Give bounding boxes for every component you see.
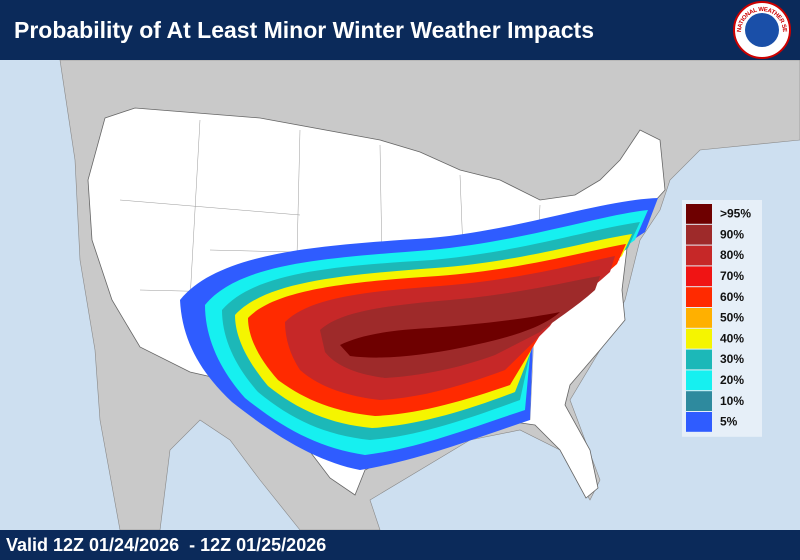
legend-label: 5%: [720, 415, 738, 429]
legend: >95% 90% 80% 70% 60% 50% 40% 30% 20% 10% 5%: [682, 200, 762, 437]
legend-label: 40%: [720, 331, 744, 345]
legend-swatch: [686, 245, 712, 266]
legend-swatch: [686, 204, 712, 224]
legend-label: 10%: [720, 394, 744, 408]
legend-swatch: [686, 266, 712, 287]
legend-label: 30%: [720, 352, 744, 366]
probability-shading: [180, 198, 658, 470]
legend-swatch: [686, 287, 712, 307]
legend-swatch: [686, 224, 712, 245]
valid-time: Valid 12Z 01/24/2026 - 12Z 01/25/2026: [6, 535, 326, 555]
legend-label: 80%: [720, 248, 744, 262]
legend-label: 20%: [720, 373, 744, 387]
legend-label: 50%: [720, 311, 744, 325]
legend-label: 90%: [720, 227, 744, 241]
legend-label: 60%: [720, 290, 744, 304]
title: Probability of At Least Minor Winter Wea…: [14, 17, 594, 43]
header-bar: [0, 0, 800, 60]
legend-swatch: [686, 349, 712, 370]
legend-swatch: [686, 391, 712, 411]
legend-swatch: [686, 308, 712, 328]
legend-label: >95%: [720, 207, 751, 221]
legend-swatch: [686, 328, 712, 349]
legend-swatch: [686, 412, 712, 432]
legend-label: 70%: [720, 269, 744, 283]
legend-swatch: [686, 370, 712, 391]
footer-bar: [0, 530, 800, 560]
